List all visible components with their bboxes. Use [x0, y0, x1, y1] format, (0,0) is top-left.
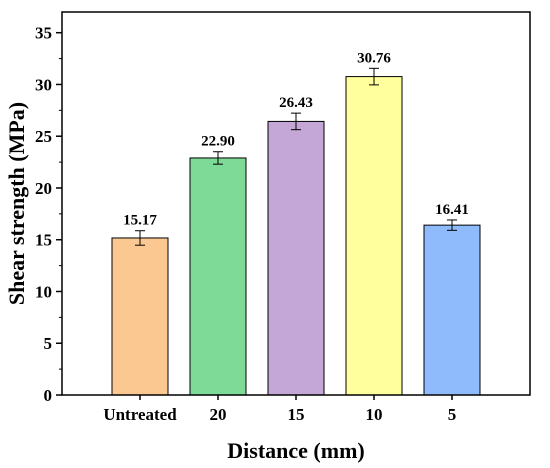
- y-axis-title: Shear strength (MPa): [4, 102, 29, 305]
- y-tick-label-4: 20: [35, 179, 52, 198]
- data-label-5: 16.41: [435, 202, 469, 218]
- axes: [56, 11, 531, 400]
- x-tick-label-3: 15: [288, 405, 305, 424]
- x-tick-label-2: 20: [210, 405, 227, 424]
- data-label-4: 30.76: [357, 50, 391, 66]
- x-tick-label-1: Untreated: [103, 405, 177, 424]
- x-axis-title: Distance (mm): [227, 438, 364, 463]
- error-bar-1: [135, 230, 145, 246]
- bar-2: [189, 157, 247, 396]
- y-tick-label-7: 35: [35, 24, 52, 43]
- x-tick-label-4: 10: [366, 405, 383, 424]
- data-label-1: 15.17: [123, 213, 157, 229]
- error-bar-3: [291, 112, 301, 131]
- y-tick-label-5: 25: [35, 127, 52, 146]
- error-bar-5: [447, 219, 457, 231]
- y-tick-label-0: 0: [44, 386, 53, 405]
- data-label-3: 26.43: [279, 95, 313, 111]
- bar-3: [267, 120, 325, 396]
- error-bars: [135, 67, 457, 246]
- y-tick-label-2: 10: [35, 282, 52, 301]
- y-tick-label-6: 30: [35, 75, 52, 94]
- bar-4: [345, 76, 403, 396]
- bar-5: [423, 224, 481, 396]
- x-tick-label-5: 5: [448, 405, 457, 424]
- y-tick-label-1: 5: [44, 334, 53, 353]
- bar-1: [111, 237, 169, 396]
- plot-frame: [61, 11, 531, 396]
- labels: 15.17 Untreated 22.90 20 26.43 15 30.76 10 16.41…: [35, 24, 469, 424]
- error-bar-2: [213, 151, 223, 165]
- error-bar-4: [369, 67, 379, 86]
- data-label-2: 22.90: [201, 134, 235, 150]
- y-tick-label-3: 15: [35, 231, 52, 250]
